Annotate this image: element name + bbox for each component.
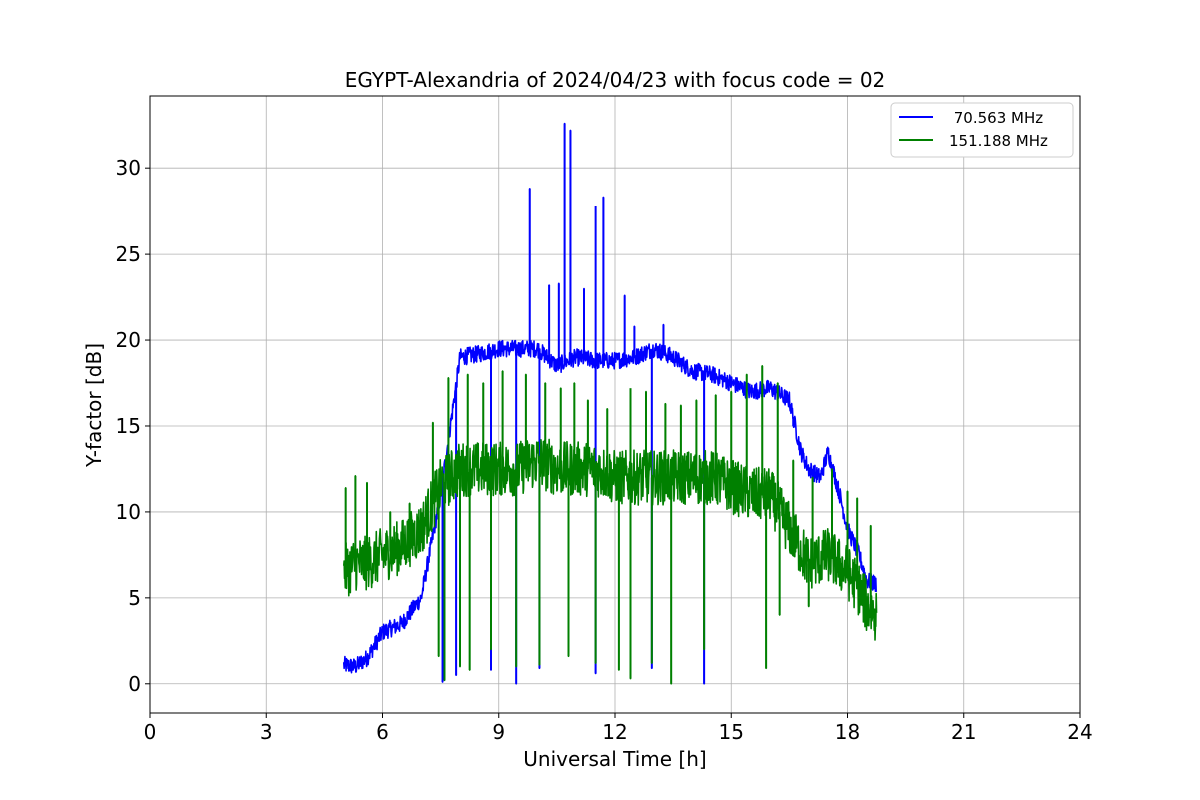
- x-tick-label: 3: [260, 720, 273, 744]
- y-axis-label: Y-factor [dB]: [82, 343, 106, 468]
- x-tick-label: 15: [719, 720, 744, 744]
- y-tick-label: 15: [116, 414, 141, 438]
- series-line: [342, 365, 878, 685]
- plot-series: [342, 122, 878, 685]
- y-tick-label: 30: [116, 156, 141, 180]
- x-tick-label: 9: [492, 720, 505, 744]
- x-tick-label: 21: [951, 720, 976, 744]
- y-tick-label: 0: [128, 672, 141, 696]
- legend-label-70mhz: 70.563 MHz: [949, 109, 1043, 127]
- legend-label-151mhz: 151.188 MHz: [949, 132, 1048, 150]
- x-tick-label: 0: [144, 720, 157, 744]
- y-tick-label: 5: [128, 586, 141, 610]
- y-tick-label: 20: [116, 328, 141, 352]
- y-tick-label: 10: [116, 500, 141, 524]
- chart-title: EGYPT-Alexandria of 2024/04/23 with focu…: [345, 68, 886, 92]
- series-green: [342, 365, 878, 685]
- x-tick-label: 6: [376, 720, 389, 744]
- x-tick-label: 24: [1067, 720, 1092, 744]
- y-tick-label: 25: [116, 242, 141, 266]
- legend-frame: [890, 102, 1074, 158]
- x-tick-label: 12: [602, 720, 627, 744]
- axis-ticks: 0 3 6 9 12 15 18 21 24 0 5 10 15 20 25 30: [116, 156, 1093, 744]
- x-axis-label: Universal Time [h]: [523, 747, 706, 771]
- legend: 70.563 MHz 151.188 MHz: [890, 102, 1074, 158]
- x-tick-label: 18: [835, 720, 860, 744]
